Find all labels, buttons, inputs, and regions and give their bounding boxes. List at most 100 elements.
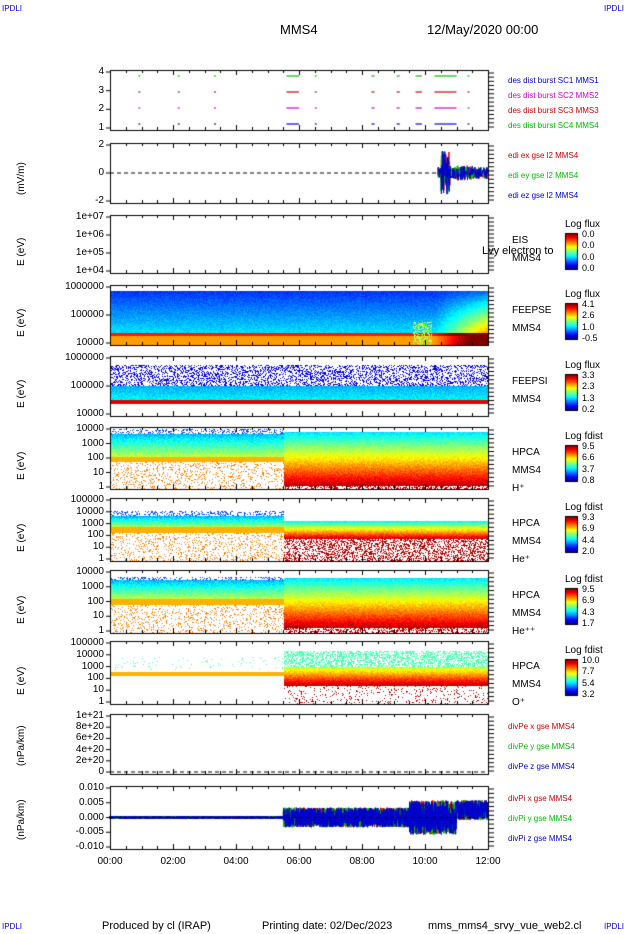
ylabel-hpca_h: E (eV) (16, 451, 27, 480)
xtick-3: 06:00 (286, 856, 312, 867)
ytick-eis-3: 1e+07 (75, 211, 104, 222)
xtick-2: 04:00 (223, 856, 249, 867)
ytick-hpca_he-4: 10000 (76, 505, 104, 517)
ylabel-divpe: (nPa/km) (16, 725, 27, 766)
ytick-hpca_h-4: 10000 (76, 423, 104, 434)
ytick-burst-3: 4 (98, 66, 104, 77)
panel-label-hpca_hepp-1: MMS4 (512, 608, 541, 619)
ytick-feepse-2: 1000000 (65, 281, 104, 292)
ylabel-hpca_o: E (eV) (16, 666, 27, 695)
colorbar-tick-feepse-1: 2.6 (582, 310, 595, 321)
ylabel-edi: (mV/m) (16, 162, 27, 195)
ytick-divpi-1: -0.005 (75, 826, 104, 838)
ylabel-divpi: (nPa/km) (16, 798, 27, 840)
ytick-hpca_he-3: 1000 (81, 517, 104, 529)
ytick-hpca_hepp-3: 1000 (81, 580, 104, 592)
page-title-datetime: 12/May/2020 00:00 (427, 22, 539, 37)
xtick-0: 00:00 (97, 856, 123, 867)
legend-divpe-0: divPe x gse MMS4 (508, 722, 575, 731)
panel-label-hpca_o-1: MMS4 (512, 679, 541, 690)
colorbar-title-feepse: Log flux (565, 289, 601, 300)
legend-burst-1: des dist burst SC2 MMS2 (508, 91, 599, 100)
corner-label-top-left: IPDLI (2, 4, 23, 13)
panel-label-eis-0: EIS (512, 235, 529, 246)
colorbar-tick-hpca_he-2: 4.4 (582, 534, 595, 545)
legend-edi-2: edi ez gse l2 MMS4 (508, 191, 579, 200)
panel-label-hpca_h-2: H⁺ (512, 483, 525, 494)
ylabel-eis: E (eV) (16, 237, 27, 266)
ytick-burst-0: 1 (98, 122, 104, 133)
ytick-hpca_o-4: 10000 (76, 648, 104, 660)
legend-edi-0: edi ex gse l2 MMS4 (508, 151, 579, 160)
colorbar-tick-feepsi-0: 3.3 (582, 370, 595, 380)
colorbar-tick-feepse-0: 4.1 (582, 299, 595, 309)
ytick-divpe-2: 4e+20 (75, 743, 104, 755)
colorbar-tick-hpca_hepp-1: 6.9 (582, 595, 595, 606)
ytick-divpi-3: 0.005 (78, 796, 104, 808)
ytick-hpca_h-1: 10 (92, 466, 104, 478)
ytick-burst-2: 3 (98, 84, 104, 96)
panel-label-hpca_hepp-0: HPCA (512, 590, 540, 601)
panel-label-feepse-1: MMS4 (512, 323, 541, 334)
ytick-feepsi-1: 100000 (70, 380, 104, 391)
eis-overlay-text: Lvy electron to (482, 245, 554, 257)
xtick-4: 08:00 (349, 856, 375, 867)
legend-burst-2: des dist burst SC3 MMS3 (508, 106, 599, 115)
ytick-hpca_he-2: 100 (87, 529, 104, 541)
ytick-hpca_h-0: 1 (98, 481, 104, 492)
ytick-feepsi-0: 10000 (76, 408, 104, 419)
colorbar-tick-hpca_o-2: 5.4 (582, 677, 595, 688)
ytick-burst-1: 2 (98, 103, 104, 115)
panel-label-hpca_he-0: HPCA (512, 518, 540, 529)
colorbar-title-hpca_he: Log fdist (565, 502, 603, 513)
colorbar-title-hpca_h: Log fdist (565, 431, 603, 442)
ytick-feepsi-2: 1000000 (65, 352, 104, 363)
colorbar-tick-hpca_hepp-2: 4.3 (582, 606, 595, 617)
ytick-edi-1: 0 (98, 167, 104, 178)
ytick-hpca_o-5: 100000 (70, 637, 104, 648)
ytick-feepse-1: 100000 (70, 309, 104, 320)
ylabel-hpca_hepp: E (eV) (16, 595, 27, 624)
ytick-eis-2: 1e+06 (75, 229, 104, 240)
panel-label-feepse-0: FEEPSE (512, 305, 552, 316)
ytick-divpi-2: 0.000 (78, 811, 104, 823)
panel-label-hpca_o-0: HPCA (512, 661, 540, 672)
colorbar-tick-eis-3: 0.0 (582, 262, 595, 273)
xtick-1: 02:00 (160, 856, 186, 867)
ytick-edi-2: 2 (98, 139, 104, 150)
ytick-eis-0: 1e+04 (75, 265, 104, 276)
colorbar-tick-eis-0: 0.0 (582, 229, 595, 239)
ytick-divpe-0: 0 (98, 766, 104, 777)
ylabel-hpca_he: E (eV) (16, 523, 27, 552)
legend-burst-0: des dist burst SC1 MMS1 (508, 76, 599, 85)
ytick-hpca_he-0: 1 (98, 553, 104, 564)
colorbar-title-feepsi: Log flux (565, 360, 601, 371)
ytick-divpe-3: 6e+20 (75, 732, 104, 744)
ytick-feepse-0: 10000 (76, 337, 104, 348)
colorbar-title-eis: Log flux (565, 219, 601, 230)
ytick-hpca_o-3: 1000 (81, 660, 104, 672)
ytick-divpi-4: 0.010 (78, 782, 104, 793)
colorbar-tick-feepsi-1: 2.3 (582, 381, 595, 392)
panel-label-feepsi-0: FEEPSI (512, 376, 548, 387)
colorbar-tick-hpca_h-3: 0.8 (582, 474, 595, 485)
colorbar-tick-hpca_o-1: 7.7 (582, 666, 595, 677)
legend-divpe-2: divPe z gse MMS4 (508, 762, 575, 771)
colorbar-tick-eis-1: 0.0 (582, 240, 595, 251)
ytick-hpca_he-1: 10 (92, 541, 104, 553)
ytick-hpca_hepp-4: 10000 (76, 566, 104, 577)
xtick-5: 10:00 (412, 856, 438, 867)
corner-label-bottom-left: IPDLI (2, 922, 23, 931)
legend-divpi-1: divPi y gse MMS4 (508, 814, 573, 823)
legend-edi-1: edi ey gse l2 MMS4 (508, 171, 579, 180)
ytick-hpca_o-1: 10 (92, 684, 104, 696)
panel-label-hpca_he-2: He⁺ (512, 554, 531, 565)
ytick-hpca_o-2: 100 (87, 672, 104, 684)
colorbar-title-hpca_hepp: Log fdist (565, 574, 603, 585)
ylabel-feepse: E (eV) (16, 308, 27, 337)
legend-divpi-2: divPi z gse MMS4 (508, 834, 573, 843)
colorbar-title-hpca_o: Log fdist (565, 645, 603, 656)
corner-label-bottom-right: IPDLI (604, 922, 625, 931)
ytick-eis-1: 1e+05 (75, 247, 104, 258)
